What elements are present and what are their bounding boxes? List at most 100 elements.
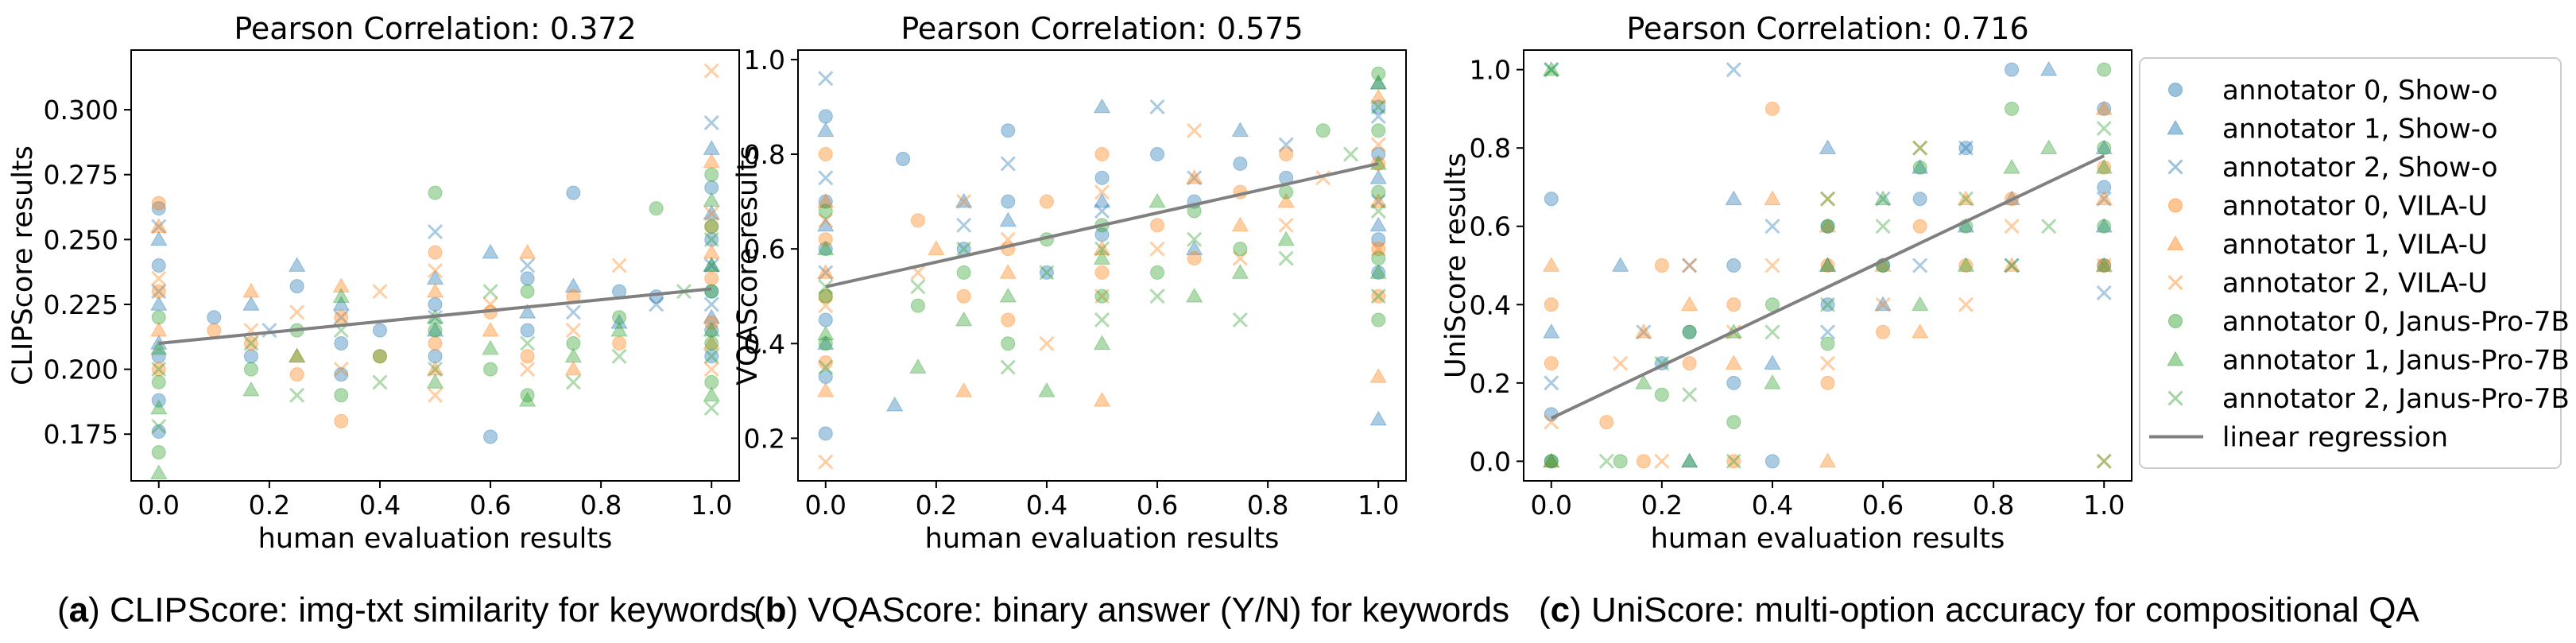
- data-point: [818, 203, 833, 219]
- data-point: [520, 323, 535, 338]
- data-point: [1232, 312, 1248, 328]
- data-point: [2096, 191, 2112, 207]
- x-tick-label: 0.0: [805, 490, 846, 521]
- data-point: [955, 311, 973, 327]
- caption-c-text: UniScore: multi-option accuracy for comp…: [1581, 591, 2419, 629]
- data-point: [372, 374, 388, 390]
- data-point: [1544, 375, 1559, 391]
- data-point: [703, 153, 720, 168]
- legend-marker: [2168, 83, 2183, 97]
- data-point: [334, 388, 349, 403]
- data-point: [520, 349, 535, 364]
- data-point: [1094, 203, 1110, 219]
- data-point: [1912, 140, 1928, 156]
- data-point: [2097, 160, 2112, 175]
- data-point: [1231, 216, 1249, 232]
- regression-line: [1550, 154, 2105, 420]
- legend-label: annotator 0, VILA-U: [2222, 191, 2488, 223]
- data-point: [1369, 216, 1387, 232]
- data-point: [1371, 147, 1386, 162]
- legend-label: annotator 1, VILA-U: [2222, 229, 2488, 261]
- data-point: [1654, 453, 1670, 469]
- y-axis-label: CLIPScore results: [7, 145, 39, 385]
- data-point: [1598, 453, 1614, 469]
- data-point: [610, 314, 628, 329]
- data-point: [1764, 219, 1780, 234]
- data-point: [150, 339, 168, 355]
- data-point: [332, 296, 350, 311]
- data-point: [150, 218, 168, 233]
- data-point: [565, 323, 581, 339]
- data-point: [1371, 66, 1386, 81]
- data-point: [704, 232, 719, 247]
- data-point: [2097, 258, 2112, 273]
- chart-title: Pearson Correlation: 0.372: [234, 11, 636, 46]
- data-point: [1764, 297, 1780, 312]
- data-point: [1726, 375, 1741, 390]
- data-point: [2096, 453, 2112, 469]
- chart-panel-1: Pearson Correlation: 0.372 0.0 0.2 0.4 0.6 0.…: [7, 11, 740, 555]
- data-point: [1543, 323, 1560, 339]
- data-point: [817, 216, 835, 232]
- x-axis-label: human evaluation results: [1651, 523, 2005, 555]
- y-tick-label: 0.300: [44, 95, 118, 126]
- data-point: [2096, 258, 2112, 273]
- data-point: [818, 109, 833, 124]
- data-point: [1726, 415, 1741, 430]
- data-point: [2097, 219, 2112, 234]
- caption-b-letter: b: [765, 591, 787, 629]
- data-point: [817, 325, 835, 341]
- data-point: [242, 296, 260, 311]
- data-point: [1820, 297, 1835, 312]
- data-point: [1654, 387, 1669, 402]
- data-point: [2097, 101, 2112, 116]
- data-point: [818, 147, 833, 162]
- data-point: [243, 335, 258, 351]
- data-point: [703, 335, 720, 350]
- data-point: [151, 424, 166, 439]
- data-point: [289, 304, 305, 320]
- data-point: [910, 298, 925, 313]
- data-point: [910, 213, 925, 228]
- legend-label: annotator 1, Show-o: [2222, 114, 2498, 145]
- y-tick-label: 0.175: [44, 419, 118, 450]
- data-point: [1001, 194, 1016, 209]
- data-point: [955, 382, 973, 397]
- data-point: [1820, 258, 1835, 273]
- data-point: [520, 388, 535, 403]
- x-axis-label: human evaluation results: [258, 523, 613, 555]
- data-point: [1613, 454, 1628, 469]
- data-point: [482, 284, 498, 300]
- data-point: [703, 401, 719, 416]
- data-point: [1820, 375, 1835, 390]
- x-tick-label: 0.8: [1973, 490, 2014, 521]
- caption-a: (a) CLIPScore: img-txt similarity for ke…: [57, 591, 757, 629]
- data-point: [703, 386, 720, 402]
- data-points: [1543, 60, 2113, 469]
- x-tick-label: 0.8: [1247, 490, 1288, 521]
- data-point: [649, 296, 664, 312]
- data-point: [289, 387, 305, 403]
- data-point: [999, 264, 1017, 279]
- data-point: [2004, 258, 2020, 273]
- legend-marker: [2167, 159, 2183, 175]
- data-point: [1876, 324, 1891, 339]
- data-point: [1957, 190, 1975, 206]
- data-point: [1682, 258, 1698, 273]
- data-point: [151, 270, 167, 286]
- data-point: [817, 382, 835, 397]
- plot-frame: [130, 49, 740, 482]
- y-tick-label: 0.2: [744, 423, 785, 454]
- y-axis-label: VQAScore results: [732, 145, 764, 385]
- x-tick-label: 0.6: [1137, 490, 1178, 521]
- data-point: [1369, 368, 1387, 383]
- data-point: [1543, 452, 1560, 468]
- data-point: [2003, 257, 2020, 272]
- data-point: [818, 170, 834, 186]
- data-point: [1682, 356, 1697, 371]
- data-point: [1874, 257, 1892, 272]
- caption-b-text: VQAScore: binary answer (Y/N) for keywor…: [798, 591, 1510, 629]
- data-point: [151, 393, 166, 408]
- data-point: [1726, 258, 1741, 273]
- data-point: [1819, 139, 1837, 155]
